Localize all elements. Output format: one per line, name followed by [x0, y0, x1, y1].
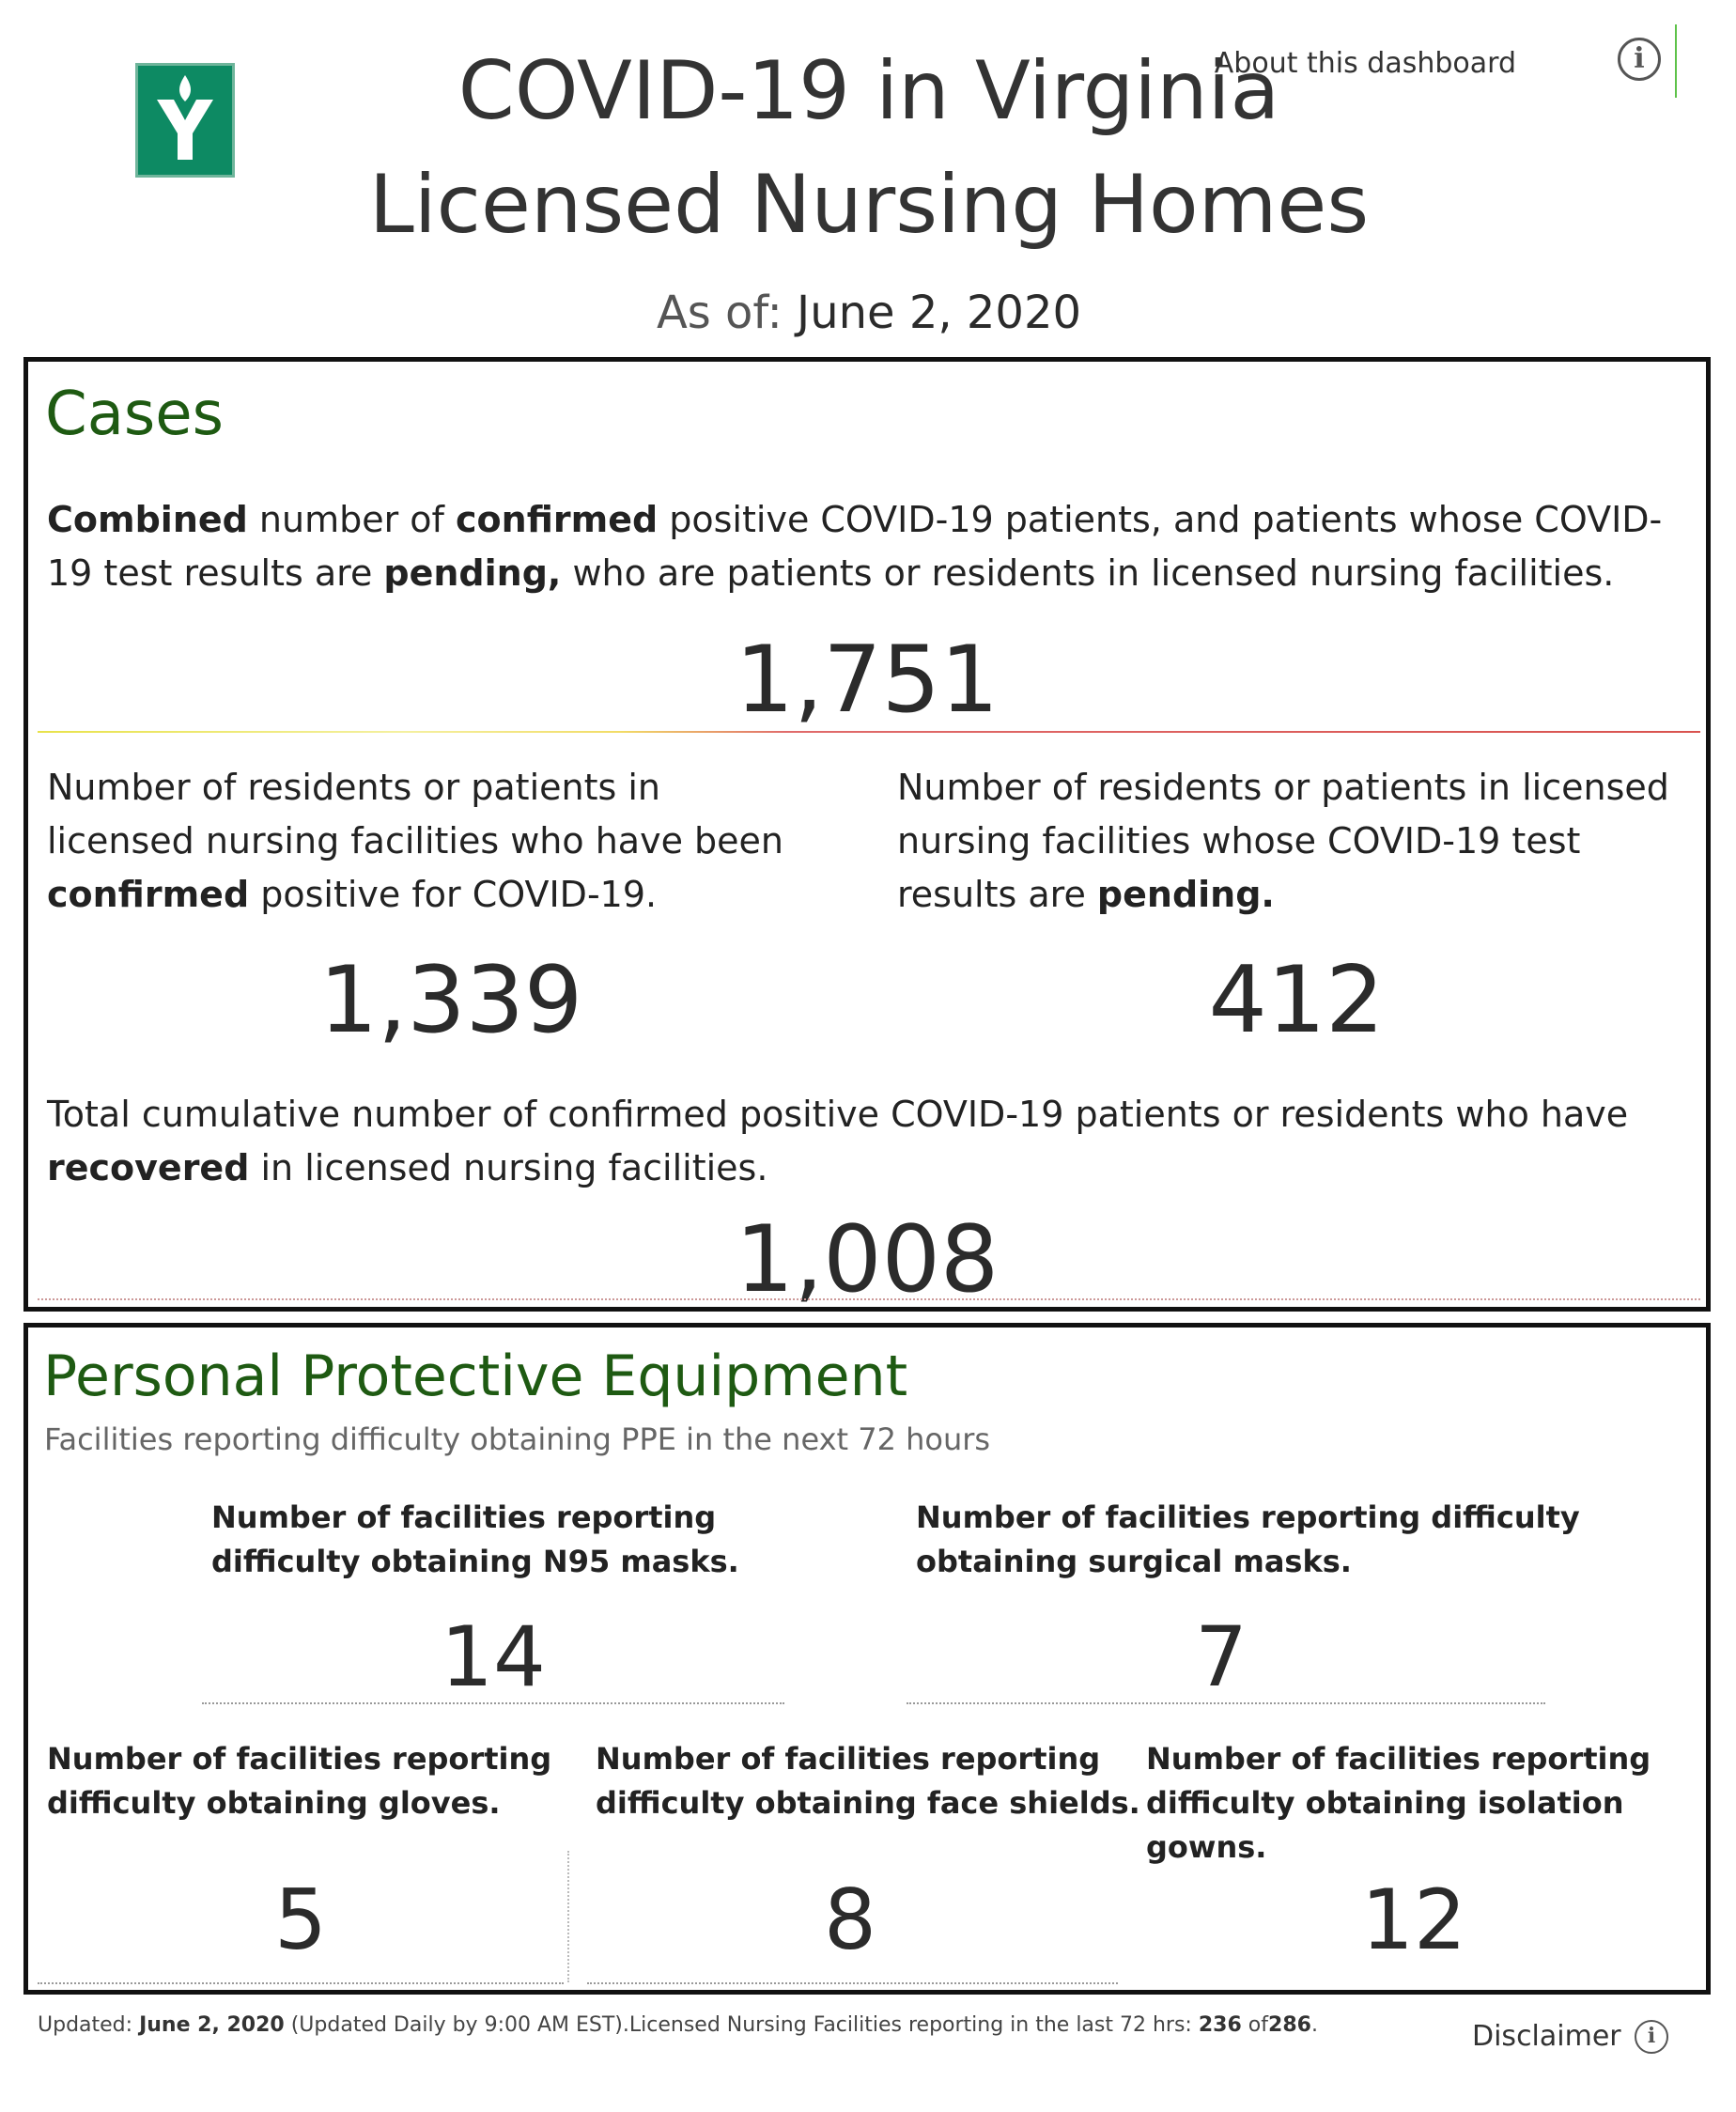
- confirmed-description: Number of residents or patients in licen…: [47, 767, 783, 915]
- cases-panel: [23, 357, 1711, 1312]
- vhhc-logo: [135, 63, 235, 178]
- section-divider: [38, 1298, 1700, 1300]
- pending-count: 412: [1208, 947, 1385, 1054]
- page-title-line1: COVID-19 in Virginia: [457, 44, 1280, 138]
- tile-divider: [587, 1982, 1118, 1984]
- disclaimer-link[interactable]: Disclaimer: [1472, 2020, 1621, 2053]
- surgical-count: 7: [1195, 1608, 1248, 1705]
- update-footer: Updated: June 2, 2020 (Updated Daily by …: [38, 2013, 1318, 2037]
- logo-y-icon: [157, 75, 213, 160]
- accent-divider: [1675, 24, 1677, 98]
- tile-divider: [907, 1702, 1545, 1704]
- cases-heading: Cases: [45, 380, 224, 449]
- page-title-line2: Licensed Nursing Homes: [368, 158, 1370, 252]
- pending-description: Number of residents or patients in licen…: [897, 767, 1669, 915]
- combined-description: Combined number of confirmed positive CO…: [47, 499, 1663, 594]
- info-icon[interactable]: i: [1635, 2020, 1668, 2054]
- recovered-count: 1,008: [735, 1206, 1000, 1313]
- section-divider: [38, 731, 1700, 733]
- ppe-heading: Personal Protective Equipment: [43, 1343, 908, 1409]
- about-dashboard-link[interactable]: About this dashboard: [1214, 47, 1516, 80]
- face-shields-count: 8: [824, 1871, 876, 1968]
- surgical-description: Number of facilities reporting difficult…: [916, 1499, 1580, 1579]
- n95-description: Number of facilities reporting difficult…: [211, 1499, 739, 1579]
- as-of-value: June 2, 2020: [797, 287, 1082, 339]
- isolation-gowns-description: Number of facilities reporting difficult…: [1146, 1741, 1651, 1865]
- ppe-subheading: Facilities reporting difficulty obtainin…: [44, 1421, 991, 1457]
- as-of-label: As of:: [656, 287, 783, 339]
- face-shields-description: Number of facilities reporting difficult…: [596, 1741, 1140, 1821]
- as-of-date: As of: June 2, 2020: [282, 287, 1456, 339]
- combined-count: 1,751: [735, 627, 1000, 734]
- info-icon[interactable]: i: [1618, 38, 1661, 81]
- n95-count: 14: [441, 1608, 546, 1705]
- tile-divider: [202, 1702, 784, 1704]
- gloves-count: 5: [274, 1871, 327, 1968]
- confirmed-count: 1,339: [318, 947, 583, 1054]
- isolation-gowns-count: 12: [1361, 1871, 1466, 1968]
- recovered-description: Total cumulative number of confirmed pos…: [47, 1094, 1629, 1188]
- ppe-panel: [23, 1323, 1711, 1995]
- tile-divider: [38, 1982, 564, 1984]
- tile-divider: [567, 1851, 569, 1982]
- gloves-description: Number of facilities reporting difficult…: [47, 1741, 552, 1821]
